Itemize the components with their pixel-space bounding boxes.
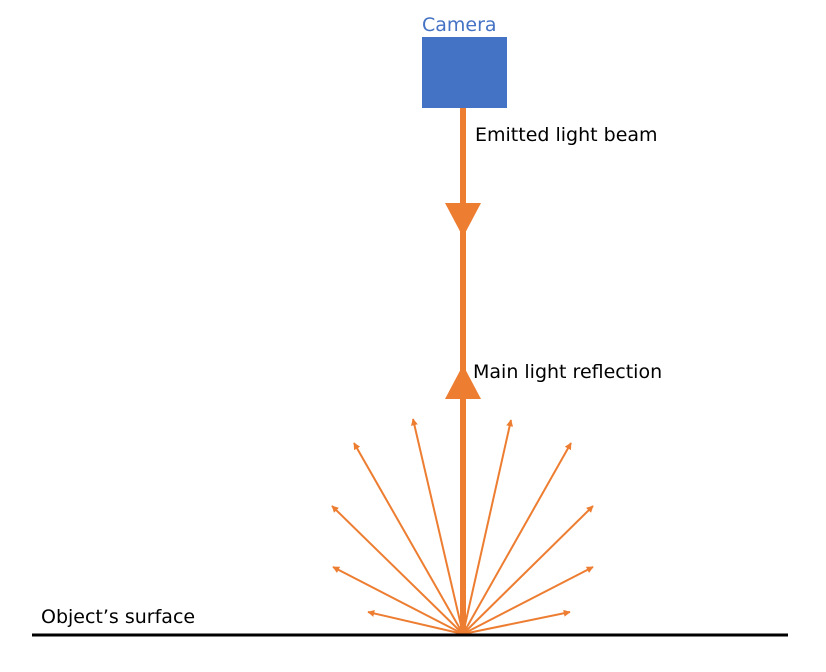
scatter-ray (332, 566, 464, 635)
emitted-arrowhead (445, 203, 481, 237)
main-reflection-label: Main light reflection (473, 361, 663, 383)
scatter-ray (462, 505, 594, 635)
reflection-arrowhead (445, 365, 481, 399)
scatter-rays (331, 418, 594, 635)
camera-box (422, 37, 507, 108)
scatter-ray (367, 610, 464, 635)
emitted-beam-label: Emitted light beam (475, 124, 658, 146)
scatter-ray (353, 442, 464, 635)
scatter-ray (331, 505, 464, 635)
surface-label: Object’s surface (41, 606, 196, 628)
scatter-ray (462, 442, 572, 635)
scatter-ray (462, 566, 594, 635)
scatter-ray (411, 418, 464, 635)
scatter-ray (462, 609, 571, 635)
camera-label: Camera (422, 14, 497, 36)
scatter-ray (462, 419, 514, 635)
